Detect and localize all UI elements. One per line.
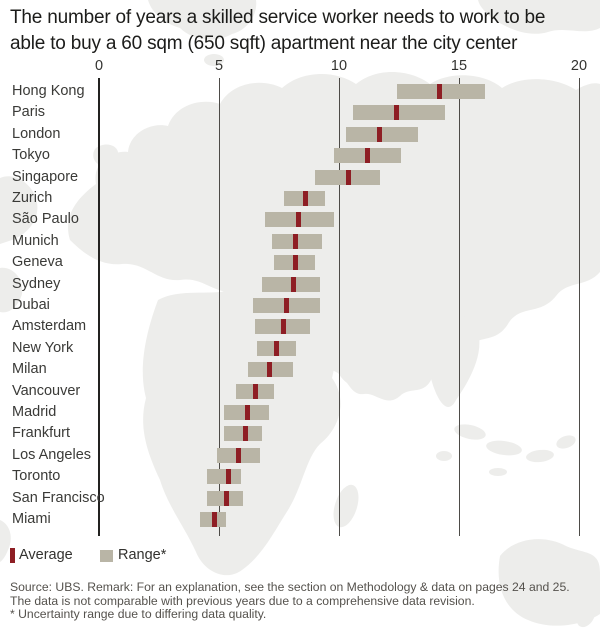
city-label: Milan — [12, 361, 47, 378]
average-marker — [293, 233, 299, 249]
city-label: Singapore — [12, 168, 79, 185]
city-label: Miami — [12, 511, 51, 527]
average-marker — [295, 212, 301, 228]
city-label: Los Angeles — [12, 446, 92, 463]
city-label: Frankfurt — [12, 425, 71, 442]
x-tick-label-10: 10 — [330, 58, 348, 74]
gridline-15 — [459, 78, 460, 536]
legend-average-swatch-icon — [10, 548, 15, 563]
gridline-5 — [219, 78, 220, 536]
average-marker — [346, 169, 352, 185]
average-marker — [242, 426, 248, 442]
gridline-20 — [579, 78, 580, 536]
legend-range-label: Range* — [118, 547, 167, 563]
average-marker — [274, 340, 280, 356]
chart-title: The number of years a skilled service wo… — [10, 5, 598, 57]
city-label: Tokyo — [12, 147, 50, 164]
city-label: São Paulo — [12, 211, 79, 228]
average-marker — [266, 362, 272, 378]
average-marker — [235, 447, 241, 463]
average-marker — [394, 105, 400, 121]
x-tick-label-0: 0 — [94, 58, 104, 74]
average-marker — [293, 255, 299, 271]
legend-range-swatch-icon — [100, 550, 113, 562]
city-label: Paris — [12, 104, 46, 121]
average-marker — [290, 276, 296, 292]
x-tick-label-20: 20 — [570, 58, 588, 74]
city-label: Geneva — [12, 254, 63, 271]
legend-average-label: Average — [19, 547, 73, 563]
average-marker — [283, 298, 289, 313]
footer-line-1: Source: UBS. Remark: For an explanation,… — [10, 580, 570, 594]
average-marker — [223, 490, 229, 506]
city-label: Toronto — [12, 468, 61, 485]
city-label: Amsterdam — [12, 318, 87, 335]
average-marker — [245, 405, 251, 420]
city-label: Zurich — [12, 190, 53, 206]
footer-line-3: * Uncertainty range due to differing dat… — [10, 607, 267, 622]
city-label: New York — [12, 339, 74, 356]
average-marker — [281, 319, 287, 335]
city-label: Dubai — [12, 297, 50, 313]
x-tick-label-15: 15 — [450, 58, 468, 74]
city-label: Sydney — [12, 275, 61, 292]
source-note: Source: UBS. Remark: For an explanation,… — [10, 580, 592, 622]
city-label: Hong Kong — [12, 83, 85, 99]
average-marker — [211, 512, 217, 527]
city-label: Madrid — [12, 404, 57, 420]
city-label: London — [12, 125, 61, 142]
range-bar — [207, 469, 241, 485]
footer-line-2: The data is not comparable with previous… — [10, 593, 475, 608]
city-label: San Francisco — [12, 489, 105, 506]
average-marker — [437, 84, 443, 99]
average-marker — [252, 383, 258, 399]
average-marker — [302, 191, 308, 206]
chart-title-line-2: able to buy a 60 sqm (650 sqft) apartmen… — [10, 33, 518, 54]
x-tick-label-5: 5 — [214, 58, 224, 74]
average-marker — [365, 148, 371, 164]
y-axis-line — [98, 78, 100, 536]
chart-title-line-1: The number of years a skilled service wo… — [10, 7, 546, 28]
city-label: Munich — [12, 232, 59, 249]
city-label: Vancouver — [12, 382, 81, 399]
average-marker — [377, 126, 383, 142]
average-marker — [226, 469, 232, 485]
gridline-10 — [339, 78, 340, 536]
